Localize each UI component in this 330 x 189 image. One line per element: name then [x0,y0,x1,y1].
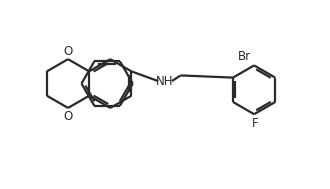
Text: O: O [63,109,73,122]
Text: NH: NH [156,74,174,88]
Text: F: F [252,117,259,130]
Text: Br: Br [238,50,251,63]
Text: O: O [63,45,73,58]
